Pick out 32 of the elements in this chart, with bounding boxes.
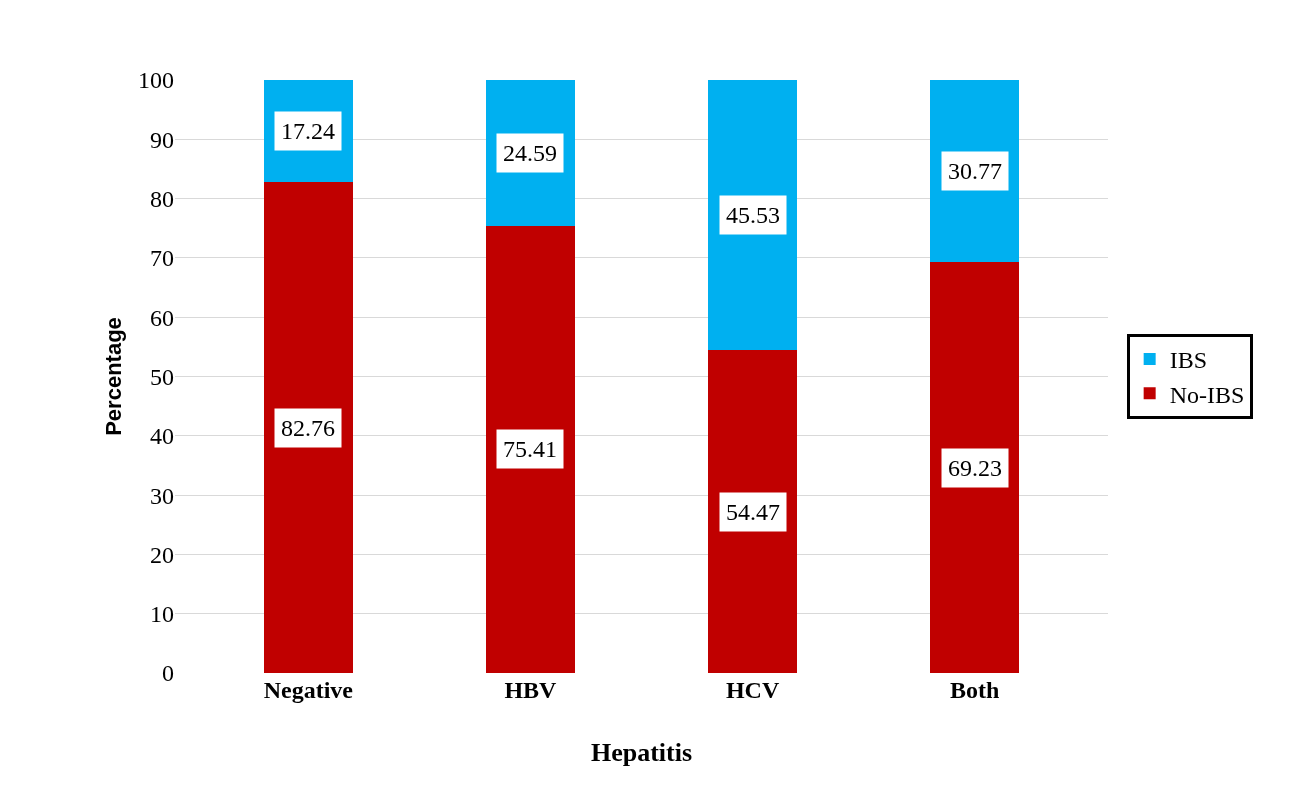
y-tick-label: 40: [150, 423, 174, 450]
bar: [708, 80, 797, 350]
y-tick-label: 90: [150, 126, 174, 153]
y-tick-label: 10: [150, 601, 174, 628]
y-tick-label: 0: [162, 660, 174, 687]
y-tick-label: 100: [138, 67, 174, 94]
bar: [930, 262, 1020, 673]
y-tick-label: 70: [150, 245, 174, 272]
data-label: 30.77: [948, 158, 1002, 184]
y-tick-label: 30: [150, 482, 174, 509]
x-tick-label: HBV: [504, 677, 558, 703]
bar: [708, 349, 797, 673]
data-label: 82.76: [281, 415, 335, 441]
x-axis-title: Hepatitis: [590, 738, 693, 767]
data-label: 69.23: [948, 455, 1002, 481]
x-tick-label: Negative: [263, 677, 354, 703]
y-tick-label: 80: [150, 186, 174, 212]
data-label: 17.24: [281, 118, 335, 144]
data-label: 54.47: [726, 499, 780, 525]
y-axis-title: Percentage: [101, 317, 126, 436]
y-tick-label: 20: [150, 541, 174, 568]
legend-label: IBS: [1169, 347, 1208, 374]
y-tick-label: 60: [150, 304, 174, 331]
x-tick-label: HCV: [725, 677, 780, 703]
data-label: 24.59: [503, 140, 557, 166]
data-label: 45.53: [726, 202, 780, 228]
data-label: 75.41: [503, 436, 557, 462]
bar: [263, 182, 353, 673]
y-tick-label: 50: [150, 363, 174, 390]
x-tick-label: Both: [950, 677, 1000, 703]
legend-label: No-IBS: [1169, 381, 1245, 408]
bar: [486, 225, 575, 673]
